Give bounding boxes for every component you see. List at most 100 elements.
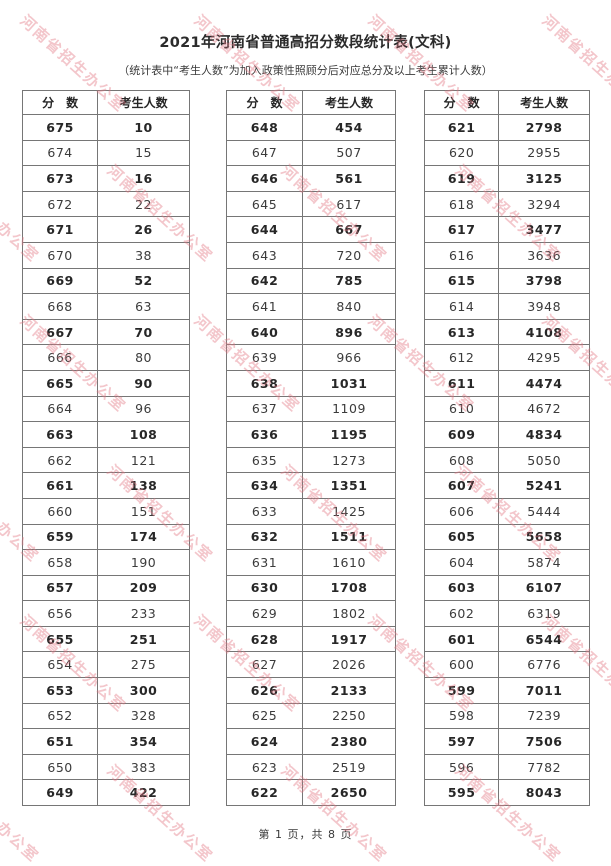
cell-count: 7782 bbox=[498, 753, 590, 781]
table-row: 604 5874 bbox=[423, 549, 590, 576]
table-row: 658 190 bbox=[21, 549, 190, 576]
cell-score: 636 bbox=[225, 421, 304, 448]
cell-score: 645 bbox=[225, 190, 304, 218]
table-row: 612 4295 bbox=[423, 344, 590, 371]
cell-count: 2133 bbox=[302, 677, 396, 704]
cell-score: 610 bbox=[423, 395, 500, 423]
cell-count: 2250 bbox=[302, 702, 396, 730]
cell-count: 1351 bbox=[302, 472, 396, 499]
cell-score: 624 bbox=[225, 728, 304, 755]
table-row: 654 275 bbox=[21, 651, 190, 679]
cell-count: 454 bbox=[302, 114, 396, 141]
table-row: 599 7011 bbox=[423, 677, 590, 704]
table-row: 627 2026 bbox=[225, 651, 396, 679]
table-row: 596 7782 bbox=[423, 753, 590, 781]
table-row: 644 667 bbox=[225, 216, 396, 243]
cell-score: 635 bbox=[225, 446, 304, 474]
cell-score: 672 bbox=[21, 190, 99, 218]
cell-score: 599 bbox=[423, 677, 500, 704]
cell-count: 4834 bbox=[498, 421, 590, 448]
cell-count: 6319 bbox=[498, 600, 590, 627]
table-header-row: 分 数考生人数 bbox=[21, 90, 190, 115]
cell-score: 596 bbox=[423, 753, 500, 781]
cell-count: 896 bbox=[302, 318, 396, 346]
cell-count: 840 bbox=[302, 293, 396, 320]
cell-count: 151 bbox=[97, 497, 190, 525]
table-row: 642 785 bbox=[225, 267, 396, 295]
cell-count: 6776 bbox=[498, 651, 590, 679]
column-header-count: 考生人数 bbox=[97, 90, 190, 115]
cell-count: 190 bbox=[97, 549, 190, 576]
table-row: 659 174 bbox=[21, 523, 190, 551]
cell-score: 657 bbox=[21, 574, 99, 602]
table-row: 609 4834 bbox=[423, 421, 590, 448]
table-row: 649 422 bbox=[21, 779, 190, 807]
table-row: 671 26 bbox=[21, 216, 190, 243]
cell-score: 619 bbox=[423, 165, 500, 192]
cell-count: 1273 bbox=[302, 446, 396, 474]
cell-score: 649 bbox=[21, 779, 99, 807]
cell-count: 1511 bbox=[302, 523, 396, 551]
cell-count: 1917 bbox=[302, 625, 396, 653]
table-row: 647 507 bbox=[225, 139, 396, 167]
cell-count: 1425 bbox=[302, 497, 396, 525]
table-row: 621 2798 bbox=[423, 114, 590, 141]
cell-score: 647 bbox=[225, 139, 304, 167]
cell-count: 3125 bbox=[498, 165, 590, 192]
cell-score: 666 bbox=[21, 344, 99, 371]
cell-score: 654 bbox=[21, 651, 99, 679]
table-row: 665 90 bbox=[21, 369, 190, 397]
table-row: 651 354 bbox=[21, 728, 190, 755]
cell-score: 665 bbox=[21, 369, 99, 397]
cell-score: 609 bbox=[423, 421, 500, 448]
table-row: 606 5444 bbox=[423, 497, 590, 525]
table-row: 624 2380 bbox=[225, 728, 396, 755]
score-table-0: 分 数考生人数 675 10 674 15 673 16 672 22 671 26 670 38 669… bbox=[21, 90, 190, 807]
page-title: 2021年河南省普通高招分数段统计表(文科) bbox=[159, 35, 452, 51]
table-row: 608 5050 bbox=[423, 446, 590, 474]
cell-score: 608 bbox=[423, 446, 500, 474]
table-row: 615 3798 bbox=[423, 267, 590, 295]
column-header-count: 考生人数 bbox=[302, 90, 396, 115]
cell-count: 2955 bbox=[498, 139, 590, 167]
column-header-score: 分 数 bbox=[225, 90, 304, 115]
table-row: 660 151 bbox=[21, 497, 190, 525]
cell-count: 3294 bbox=[498, 190, 590, 218]
table-row: 655 251 bbox=[21, 625, 190, 653]
cell-count: 2650 bbox=[302, 779, 396, 807]
cell-count: 3636 bbox=[498, 241, 590, 269]
cell-score: 634 bbox=[225, 472, 304, 499]
cell-count: 251 bbox=[97, 625, 190, 653]
table-row: 597 7506 bbox=[423, 728, 590, 755]
table-row: 661 138 bbox=[21, 472, 190, 499]
cell-score: 667 bbox=[21, 318, 99, 346]
table-row: 646 561 bbox=[225, 165, 396, 192]
table-row: 620 2955 bbox=[423, 139, 590, 167]
cell-count: 233 bbox=[97, 600, 190, 627]
table-row: 614 3948 bbox=[423, 293, 590, 320]
cell-count: 1109 bbox=[302, 395, 396, 423]
column-header-score: 分 数 bbox=[423, 90, 500, 115]
cell-count: 90 bbox=[97, 369, 190, 397]
cell-score: 616 bbox=[423, 241, 500, 269]
table-row: 622 2650 bbox=[225, 779, 396, 807]
table-row: 636 1195 bbox=[225, 421, 396, 448]
cell-score: 620 bbox=[423, 139, 500, 167]
table-row: 619 3125 bbox=[423, 165, 590, 192]
table-row: 637 1109 bbox=[225, 395, 396, 423]
cell-count: 3798 bbox=[498, 267, 590, 295]
cell-score: 653 bbox=[21, 677, 99, 704]
cell-score: 669 bbox=[21, 267, 99, 295]
table-row: 600 6776 bbox=[423, 651, 590, 679]
cell-count: 174 bbox=[97, 523, 190, 551]
cell-count: 63 bbox=[97, 293, 190, 320]
cell-count: 2380 bbox=[302, 728, 396, 755]
cell-score: 630 bbox=[225, 574, 304, 602]
cell-score: 671 bbox=[21, 216, 99, 243]
cell-score: 643 bbox=[225, 241, 304, 269]
cell-count: 2519 bbox=[302, 753, 396, 781]
table-row: 628 1917 bbox=[225, 625, 396, 653]
table-row: 666 80 bbox=[21, 344, 190, 371]
table-row: 662 121 bbox=[21, 446, 190, 474]
